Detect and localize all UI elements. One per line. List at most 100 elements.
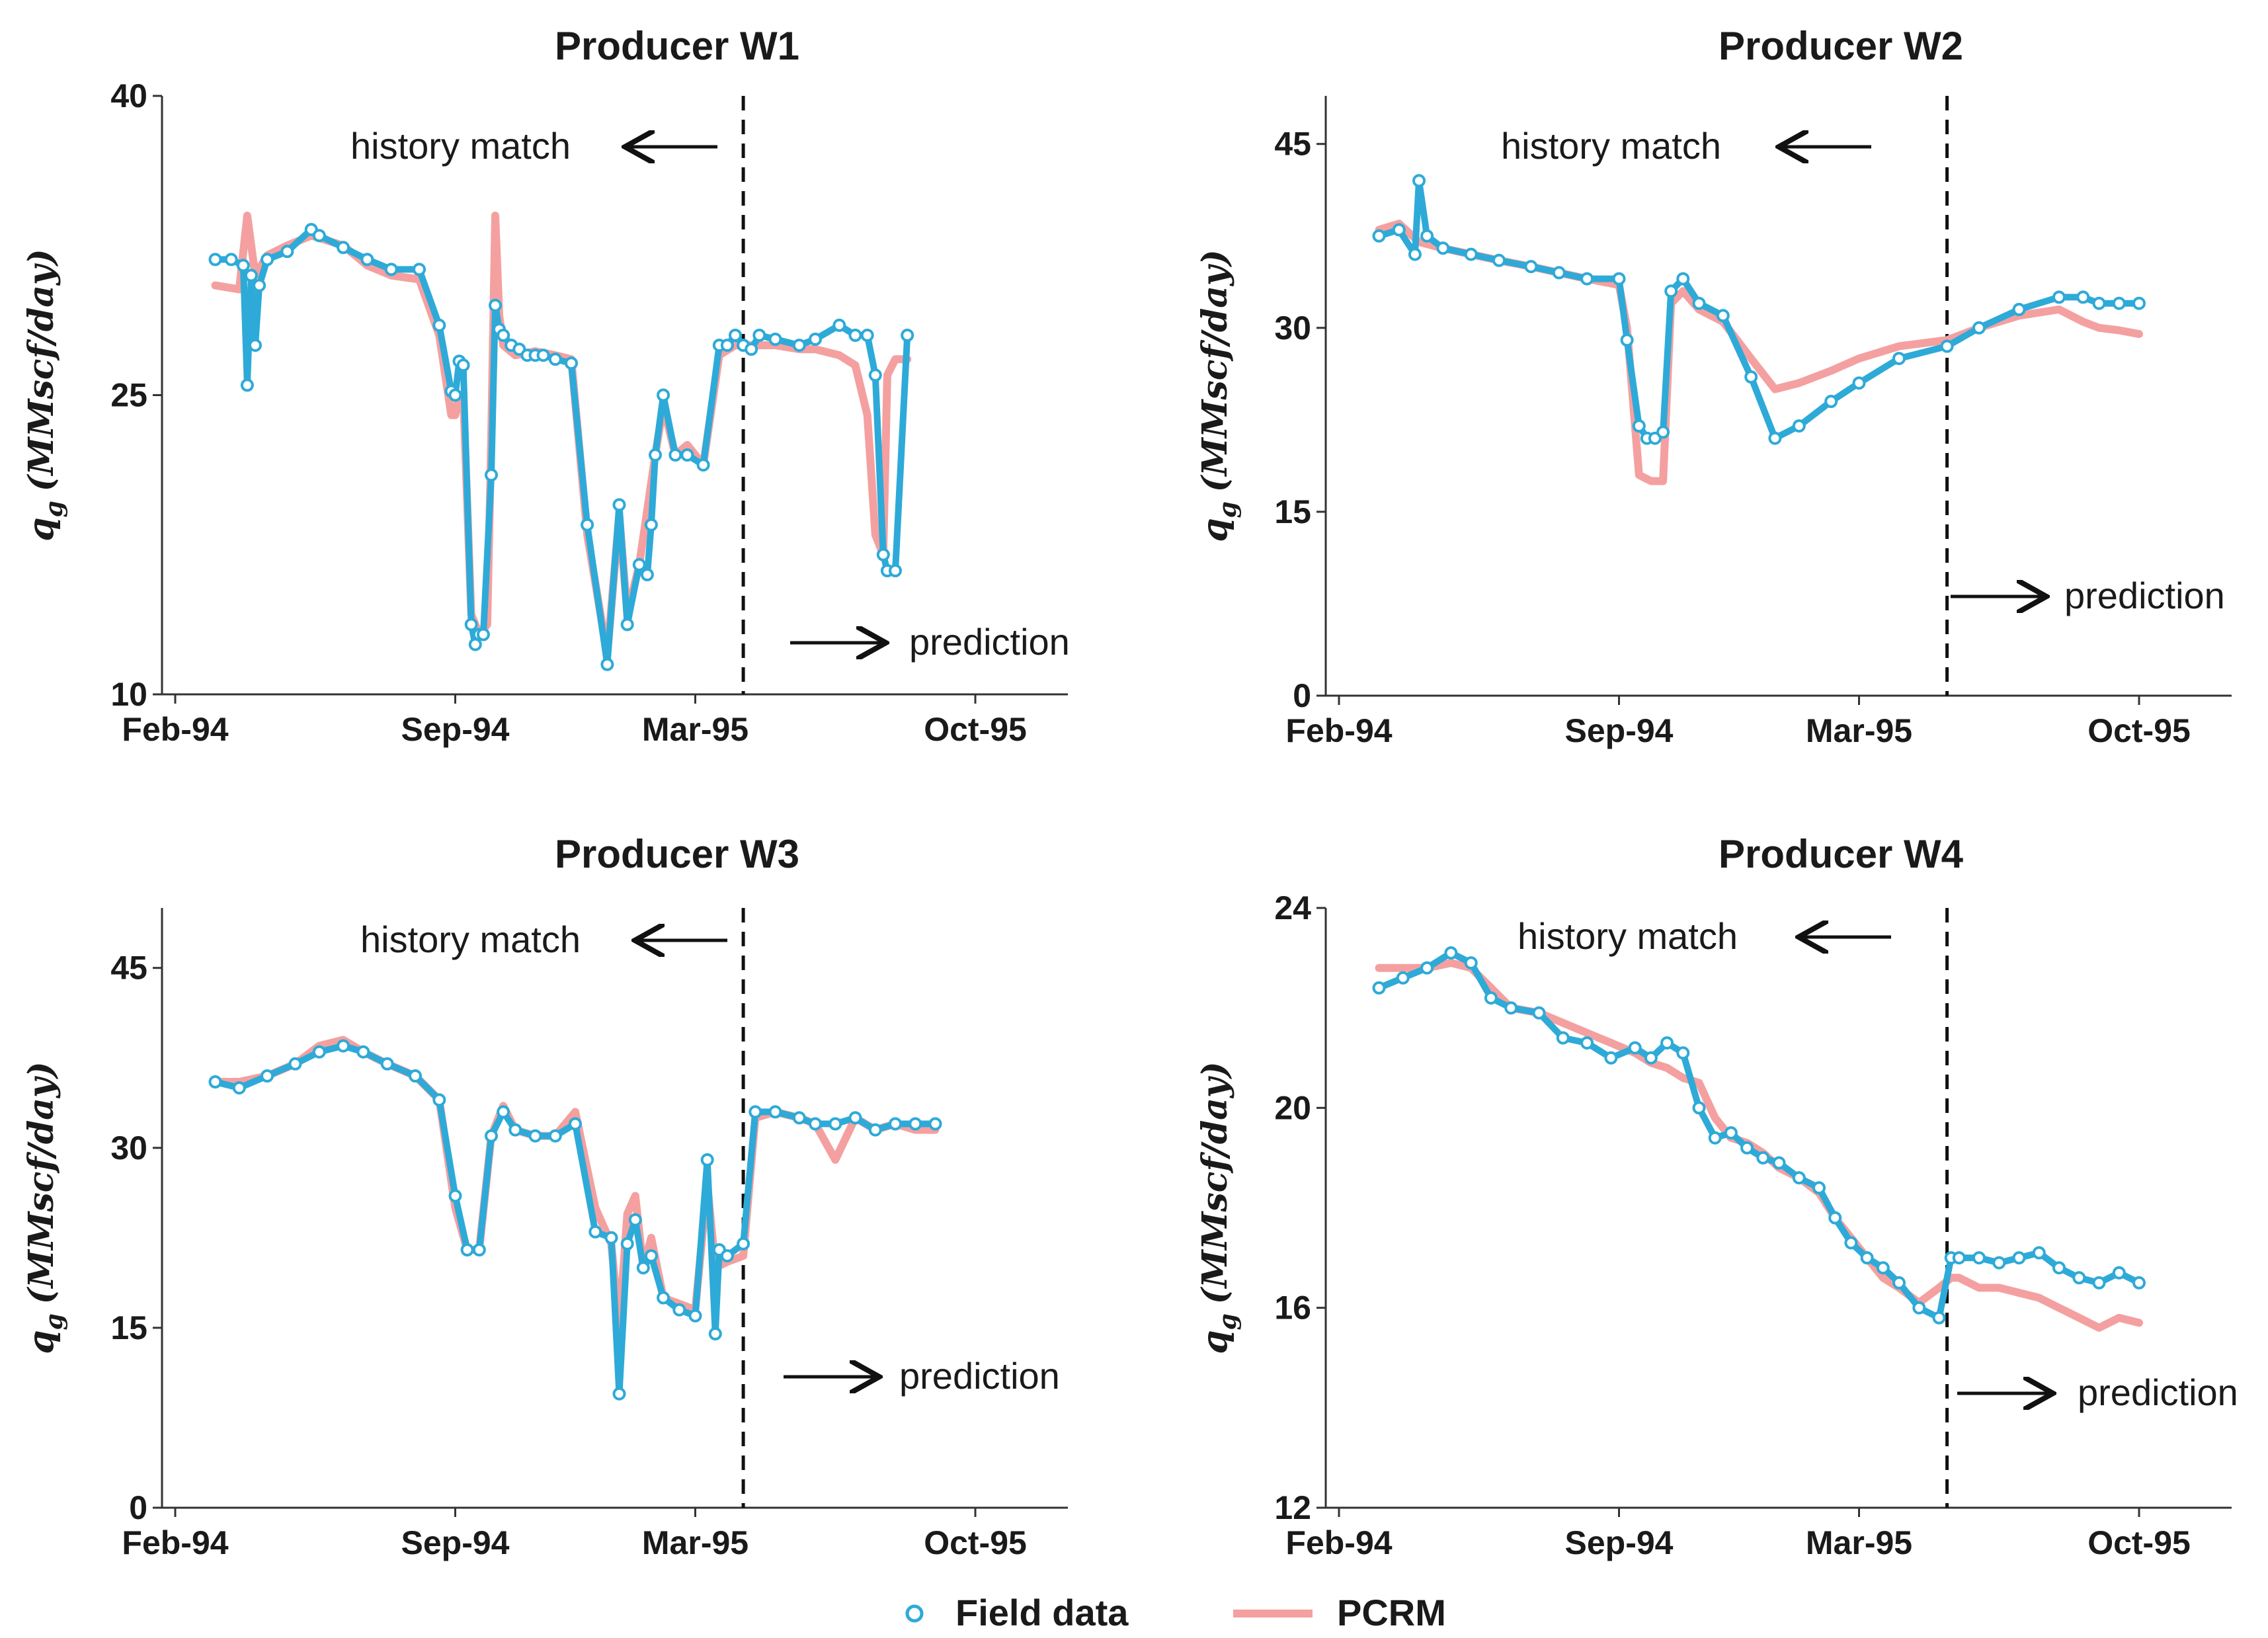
field-data-series-line <box>212 226 911 668</box>
field-data-point <box>1812 1181 1826 1195</box>
field-data-point <box>240 378 254 392</box>
field-data-point <box>1604 1051 1618 1065</box>
field-data-point <box>360 253 374 266</box>
chart-panel-w4: Producer W4 12 16 20 24 Feb-94 Sep-94 Mar-95 Oct… <box>1195 832 2238 1561</box>
field-data-point <box>620 1237 634 1250</box>
y-axis-label-subscript: g <box>1214 1313 1242 1330</box>
y-axis-label-subscript: g <box>40 1313 68 1330</box>
field-data-point <box>2132 1276 2146 1290</box>
x-tick-label: Feb-94 <box>1285 712 1392 749</box>
y-tick-label: 25 <box>110 377 147 414</box>
field-data-point <box>2092 296 2106 310</box>
field-data-point <box>244 268 258 282</box>
x-tick-label: Feb-94 <box>122 1524 228 1561</box>
y-axis-label: qg (MMscf/day) <box>21 249 68 541</box>
field-data-point <box>1716 309 1730 323</box>
x-tick-label: Oct-95 <box>2087 1524 2191 1561</box>
field-data-point <box>829 1117 842 1131</box>
field-data-point <box>720 1249 734 1263</box>
field-data-point <box>1892 352 1906 366</box>
y-axis-label-units: (MMscf/day) <box>21 249 61 491</box>
field-data-point <box>612 1387 626 1401</box>
field-data-point <box>1392 223 1406 237</box>
field-data-point <box>657 388 670 402</box>
x-tick-label: Oct-95 <box>924 711 1027 748</box>
field-data-point <box>1420 229 1434 243</box>
field-data-point <box>249 339 262 352</box>
field-data-point <box>1492 253 1506 267</box>
field-data-point <box>1824 395 1838 408</box>
field-data-point <box>413 263 426 276</box>
field-data-point <box>696 458 710 472</box>
field-data-point <box>720 339 734 352</box>
field-data-point <box>232 1081 246 1095</box>
field-data-point <box>456 358 470 372</box>
field-data-point <box>1632 419 1646 433</box>
field-data-point <box>1860 1251 1874 1265</box>
field-data-point <box>1532 1006 1546 1020</box>
y-axis-label-symbol: q <box>21 1330 61 1354</box>
y-tick-label: 45 <box>1274 126 1311 163</box>
chart-panels: Producer W1 10 25 40 Feb-94 Sep-94 Mar-95 Oct-9… <box>21 24 2238 1561</box>
pcrm-series-line <box>211 212 912 659</box>
field-data-point <box>909 1117 922 1131</box>
y-tick-label: 0 <box>129 1489 147 1526</box>
field-data-point <box>889 564 902 577</box>
field-data-point <box>2052 290 2066 304</box>
field-data-point <box>1740 1141 1754 1155</box>
y-tick-label: 40 <box>110 77 147 114</box>
field-data-point <box>1396 971 1410 985</box>
field-data-point <box>1792 419 1806 433</box>
field-data-point <box>2112 296 2126 310</box>
field-data-point <box>448 1189 462 1203</box>
field-data-point <box>2112 1266 2126 1280</box>
field-data-point <box>1660 1036 1674 1050</box>
field-data-point <box>1664 284 1678 298</box>
field-data-point <box>208 1075 222 1088</box>
y-tick-label: 12 <box>1274 1489 1311 1526</box>
field-data-point <box>1620 333 1634 347</box>
field-data-point <box>644 1249 658 1263</box>
field-data-point <box>1556 1031 1570 1045</box>
field-data-point <box>868 1123 882 1137</box>
field-data-point <box>649 448 662 462</box>
field-data-point <box>708 1327 722 1340</box>
field-data-point <box>901 329 914 342</box>
field-data-point <box>208 253 222 266</box>
field-data-point <box>472 1243 486 1256</box>
field-data-point <box>1524 260 1538 274</box>
x-tick-label: Sep-94 <box>1565 1524 1674 1561</box>
field-data-point <box>1952 1251 1966 1265</box>
y-tick-label: 10 <box>110 676 147 713</box>
prediction-label: prediction <box>909 621 1070 663</box>
field-data-point <box>569 1117 582 1131</box>
field-data-point <box>1972 321 1986 335</box>
field-data-point <box>628 1213 642 1227</box>
field-data-point <box>1444 946 1458 960</box>
field-data-point <box>2132 296 2146 310</box>
field-data-point <box>2052 1261 2066 1275</box>
field-data-point <box>288 1057 302 1071</box>
field-data-point <box>1656 425 1670 439</box>
field-data-point <box>1972 1251 1986 1265</box>
field-data-point <box>1844 1236 1858 1250</box>
prediction-label: prediction <box>2078 1372 2238 1413</box>
chart-title: Producer W2 <box>1719 24 1963 68</box>
field-data-point <box>688 1309 702 1323</box>
field-data-point <box>380 1057 394 1071</box>
field-data-point <box>632 557 646 571</box>
y-axis-label: qg (MMscf/day) <box>1195 249 1242 542</box>
field-data-point <box>548 352 562 366</box>
pcrm-series-line <box>211 1036 940 1332</box>
legend-label-pcrm: PCRM <box>1337 1592 1446 1633</box>
x-tick-label: Oct-95 <box>2087 712 2191 749</box>
field-data-point <box>928 1117 942 1131</box>
y-axis-label-subscript: g <box>1214 501 1242 518</box>
field-data-point <box>1768 431 1782 445</box>
pcrm-series-line <box>1375 959 2143 1332</box>
field-data-point <box>640 568 654 581</box>
y-axis-label-units: (MMscf/day) <box>21 1061 61 1304</box>
field-data-point <box>809 333 822 346</box>
field-data-point <box>1940 339 1954 353</box>
chart-title: Producer W3 <box>555 832 799 876</box>
